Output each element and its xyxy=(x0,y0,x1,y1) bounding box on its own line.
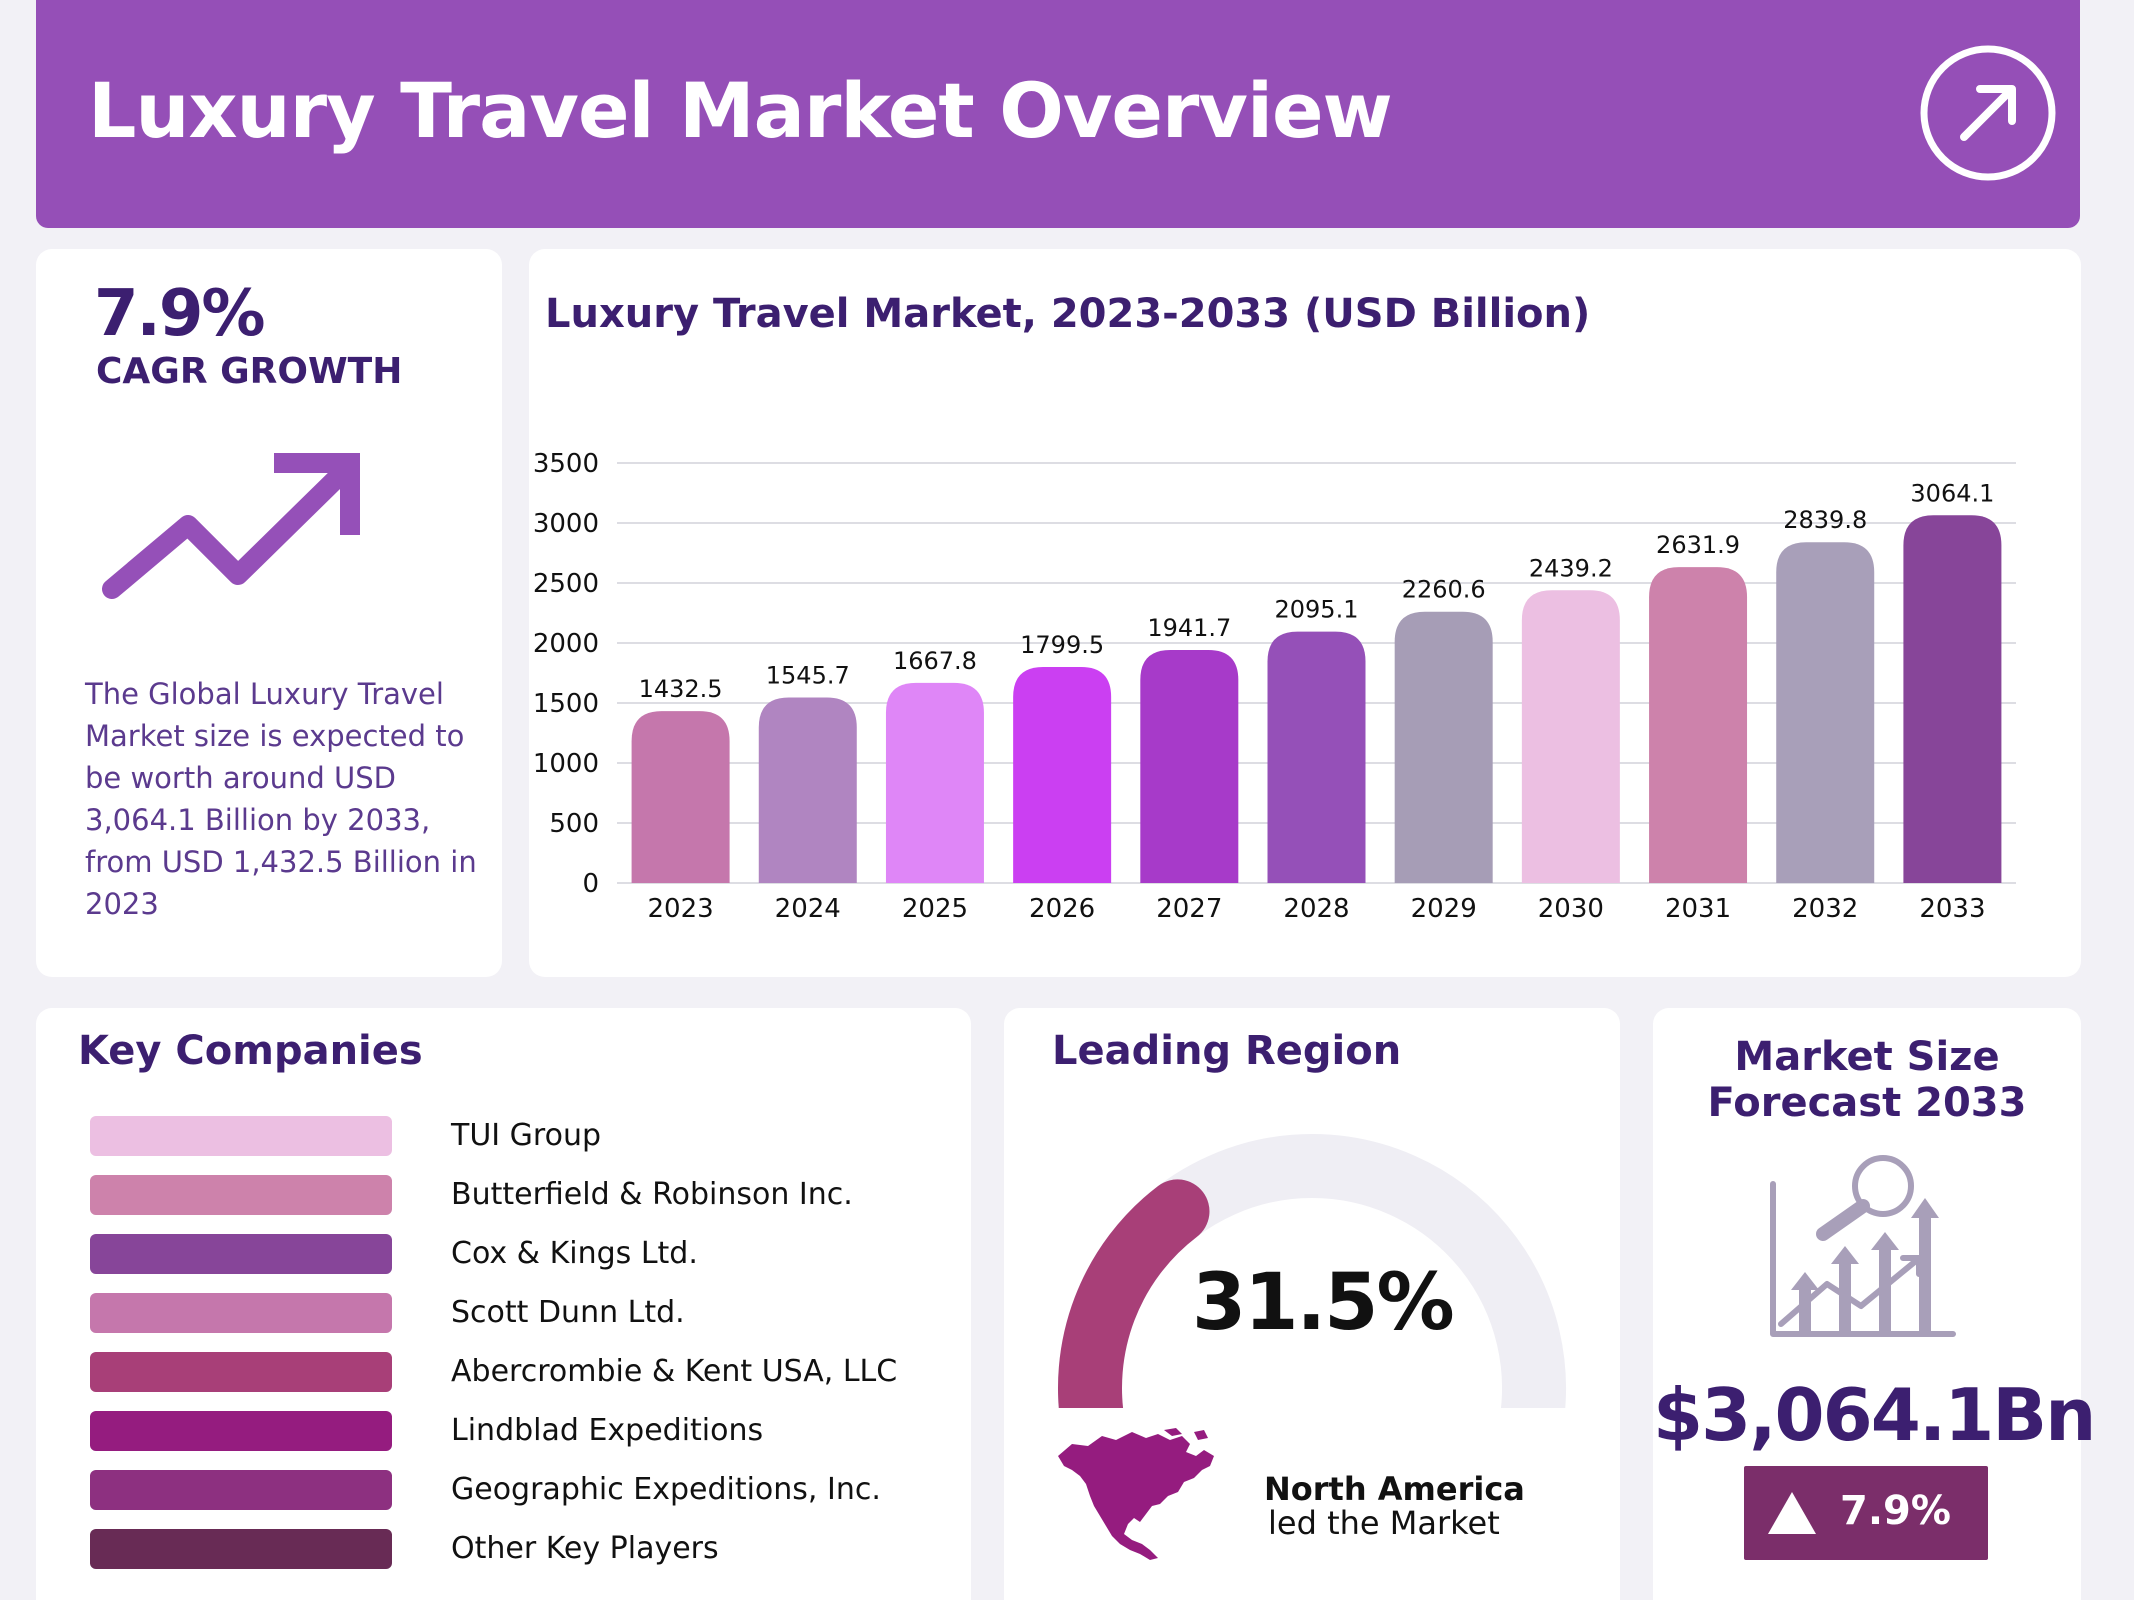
trend-up-icon xyxy=(102,453,360,599)
x-tick-label: 2030 xyxy=(1538,894,1604,924)
cagr-card: 7.9% CAGR GROWTH The Global Luxury Trave… xyxy=(36,249,502,977)
company-name: Geographic Expeditions, Inc. xyxy=(451,1472,881,1507)
forecast-value: $3,064.1Bn xyxy=(1653,1373,2096,1457)
y-tick-label: 500 xyxy=(549,809,599,839)
company-name: Butterfield & Robinson Inc. xyxy=(451,1177,853,1212)
company-swatch xyxy=(90,1529,392,1569)
x-tick-label: 2024 xyxy=(775,894,841,924)
data-label: 1432.5 xyxy=(639,675,723,703)
company-swatch xyxy=(90,1293,392,1333)
x-tick-label: 2033 xyxy=(1919,894,1985,924)
region-subtitle: led the Market xyxy=(1268,1504,1500,1542)
data-label: 1941.7 xyxy=(1147,614,1231,642)
company-name: Lindblad Expeditions xyxy=(451,1413,764,1448)
companies-title: Key Companies xyxy=(78,1028,423,1074)
bar xyxy=(1903,515,2002,883)
y-tick-label: 3500 xyxy=(533,449,599,479)
bar xyxy=(758,697,857,883)
triangle-up-icon xyxy=(1768,1492,1816,1534)
x-tick-label: 2028 xyxy=(1283,894,1349,924)
data-label: 1799.5 xyxy=(1020,631,1104,659)
bar xyxy=(1013,667,1112,883)
y-tick-label: 2000 xyxy=(533,629,599,659)
arrow-up-right-icon[interactable] xyxy=(1918,43,2058,183)
y-tick-label: 3000 xyxy=(533,509,599,539)
key-companies-card: Key Companies TUI Group Butterfield & Rob… xyxy=(36,1008,971,1600)
list-item: TUI Group xyxy=(90,1116,950,1156)
x-tick-label: 2029 xyxy=(1411,894,1477,924)
forecast-title: Market Size Forecast 2033 xyxy=(1707,1034,2027,1126)
company-swatch xyxy=(90,1116,392,1156)
list-item: Geographic Expeditions, Inc. xyxy=(90,1470,950,1510)
y-tick-label: 1000 xyxy=(533,749,599,779)
company-name: Other Key Players xyxy=(451,1531,719,1566)
data-label: 2095.1 xyxy=(1275,596,1359,624)
list-item: Cox & Kings Ltd. xyxy=(90,1234,950,1274)
bar xyxy=(1267,631,1366,883)
growth-analytics-icon xyxy=(1770,1155,1956,1337)
bar xyxy=(1140,649,1239,883)
data-label: 2260.6 xyxy=(1402,576,1486,604)
company-name: Cox & Kings Ltd. xyxy=(451,1236,698,1271)
cagr-label: CAGR GROWTH xyxy=(96,351,403,392)
bar xyxy=(1776,542,1875,883)
company-swatch xyxy=(90,1411,392,1451)
list-item: Other Key Players xyxy=(90,1529,950,1569)
forecast-card: Market Size Forecast 2033 $3,064.1Bn 7.9… xyxy=(1653,1008,2096,1600)
x-tick-label: 2023 xyxy=(648,894,714,924)
leading-region-card: Leading Region 31.5% North America led t… xyxy=(1004,1008,1620,1600)
chart-title: Luxury Travel Market, 2023-2033 (USD Bil… xyxy=(545,291,1591,337)
y-tick-label: 1500 xyxy=(533,689,599,719)
data-label: 2439.2 xyxy=(1529,554,1613,582)
region-title: Leading Region xyxy=(1052,1028,1402,1074)
growth-badge: 7.9% xyxy=(1744,1466,1988,1560)
list-item: Butterfield & Robinson Inc. xyxy=(90,1175,950,1215)
cagr-description: The Global Luxury Travel Market size is … xyxy=(85,677,477,921)
data-label: 3064.1 xyxy=(1910,479,1994,507)
company-swatch xyxy=(90,1175,392,1215)
chart-card: Luxury Travel Market, 2023-2033 (USD Bil… xyxy=(529,249,2081,977)
header-banner: Luxury Travel Market Overview xyxy=(36,0,2080,228)
bar xyxy=(1521,590,1620,883)
company-swatch xyxy=(90,1470,392,1510)
company-swatch xyxy=(90,1234,392,1274)
north-america-map-icon xyxy=(1058,1428,1214,1560)
x-tick-label: 2031 xyxy=(1665,894,1731,924)
region-share-value: 31.5% xyxy=(1192,1258,1455,1348)
data-label: 1545.7 xyxy=(766,662,850,690)
data-label: 1667.8 xyxy=(893,647,977,675)
data-label: 2839.8 xyxy=(1783,506,1867,534)
cagr-value: 7.9% xyxy=(94,277,265,351)
list-item: Abercrombie & Kent USA, LLC xyxy=(90,1352,950,1392)
x-tick-label: 2027 xyxy=(1156,894,1222,924)
y-tick-label: 0 xyxy=(582,869,599,899)
bar xyxy=(631,711,730,883)
data-label: 2631.9 xyxy=(1656,531,1740,559)
region-name: North America xyxy=(1264,1470,1525,1508)
growth-badge-value: 7.9% xyxy=(1840,1488,1951,1534)
bar xyxy=(1394,611,1493,883)
company-name: TUI Group xyxy=(451,1118,601,1153)
page-title: Luxury Travel Market Overview xyxy=(88,66,1393,155)
bar xyxy=(1649,567,1748,883)
company-name: Scott Dunn Ltd. xyxy=(451,1295,685,1330)
list-item: Scott Dunn Ltd. xyxy=(90,1293,950,1333)
gauge-fill xyxy=(1058,1179,1210,1408)
x-tick-label: 2025 xyxy=(902,894,968,924)
x-tick-label: 2032 xyxy=(1792,894,1858,924)
region-share-gauge xyxy=(1058,1134,1566,1408)
company-name: Abercrombie & Kent USA, LLC xyxy=(451,1354,898,1389)
bar xyxy=(885,682,984,883)
list-item: Lindblad Expeditions xyxy=(90,1411,950,1451)
bar-chart: 0 500 1000 1500 2000 2500 3000 3500 1432.5 2023 15… xyxy=(533,449,2016,924)
x-tick-label: 2026 xyxy=(1029,894,1095,924)
y-tick-label: 2500 xyxy=(533,569,599,599)
company-swatch xyxy=(90,1352,392,1392)
